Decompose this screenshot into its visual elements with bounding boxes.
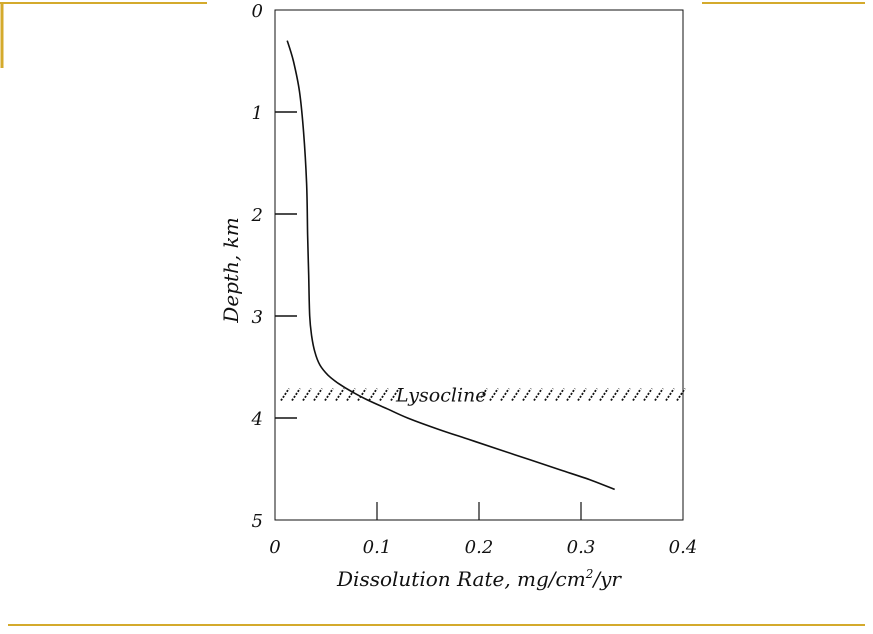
x-axis-label: Dissolution Rate, mg/cm2/yr (336, 567, 622, 591)
lysocline-hatch (599, 388, 609, 402)
lysocline-hatch (302, 388, 312, 402)
lysocline-hatch (324, 388, 334, 402)
lysocline-hatch (291, 388, 301, 402)
lysocline-hatch (643, 388, 653, 402)
y-axis-label: Depth, km (219, 217, 243, 323)
x-axis-label-sup: 2 (585, 567, 594, 581)
lysocline-hatch (522, 388, 532, 402)
lysocline-hatch (566, 388, 576, 402)
lysocline-hatch (368, 388, 378, 402)
lysocline-hatch (577, 388, 587, 402)
lysocline-hatch (346, 388, 356, 402)
x-tick-label: 0.3 (567, 537, 596, 558)
x-tick-label: 0.2 (465, 537, 494, 558)
lysocline-hatch (511, 388, 521, 402)
lysocline-label: Lysocline (395, 385, 486, 407)
lysocline-hatch (390, 388, 400, 402)
x-tick-label: 0 (269, 537, 280, 558)
y-tick-label: 4 (251, 409, 263, 430)
lysocline-hatch (632, 388, 642, 402)
lysocline-hatch (610, 388, 620, 402)
lysocline-hatch (500, 388, 510, 402)
lysocline-hatch (357, 388, 367, 402)
lysocline-hatch (379, 388, 389, 402)
lysocline-hatch (335, 388, 345, 402)
lysocline-hatch (676, 388, 686, 402)
x-tick-label: 0.4 (669, 537, 698, 558)
dissolution-curve (286, 40, 615, 491)
lysocline-hatch (588, 388, 598, 402)
y-tick-label: 1 (252, 103, 263, 124)
lysocline-hatch (489, 388, 499, 402)
lysocline-hatch (280, 388, 290, 402)
y-tick-label: 0 (252, 1, 263, 22)
x-axis-label-end: /yr (591, 567, 622, 591)
x-axis-label-main: Dissolution Rate, mg/cm (336, 567, 586, 591)
lysocline-hatch (665, 388, 675, 402)
lysocline-hatch (313, 388, 323, 402)
lysocline-hatch (478, 388, 488, 402)
lysocline-hatch (555, 388, 565, 402)
lysocline-hatch (544, 388, 554, 402)
x-tick-label: 0.1 (363, 537, 392, 558)
y-tick-label: 3 (252, 307, 263, 328)
lysocline-hatch (654, 388, 664, 402)
lysocline-hatch (533, 388, 543, 402)
y-tick-label: 5 (252, 511, 263, 532)
y-tick-label: 2 (251, 205, 263, 226)
lysocline-hatch (621, 388, 631, 402)
